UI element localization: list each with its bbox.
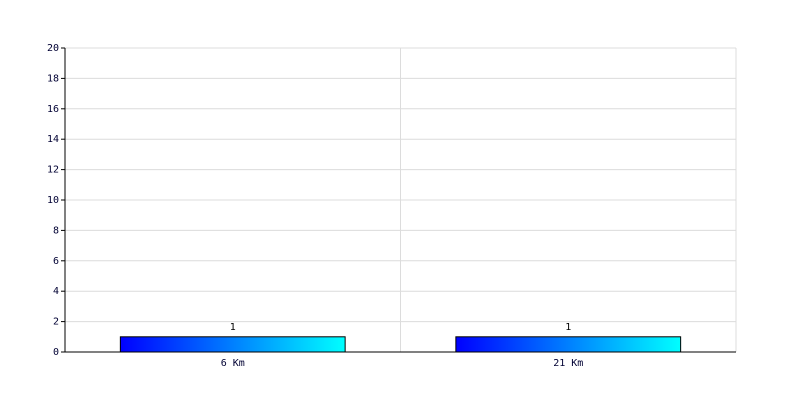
y-tick-label: 0 [53,347,59,358]
y-tick-label: 2 [53,317,59,328]
y-tick-label: 10 [47,195,59,206]
y-tick-label: 18 [47,73,59,84]
x-tick-label: 6 Km [221,358,245,369]
y-tick-label: 20 [47,43,59,54]
y-tick-label: 8 [53,225,59,236]
bar [455,336,682,353]
bar [119,336,346,353]
y-tick-label: 14 [47,134,59,145]
data-label: 1 [565,322,571,333]
y-tick-label: 4 [53,286,59,297]
y-tick-label: 16 [47,104,59,115]
data-label: 1 [230,322,236,333]
x-tick-label: 21 Km [553,358,583,369]
y-tick-label: 6 [53,256,59,267]
y-tick-label: 12 [47,165,59,176]
